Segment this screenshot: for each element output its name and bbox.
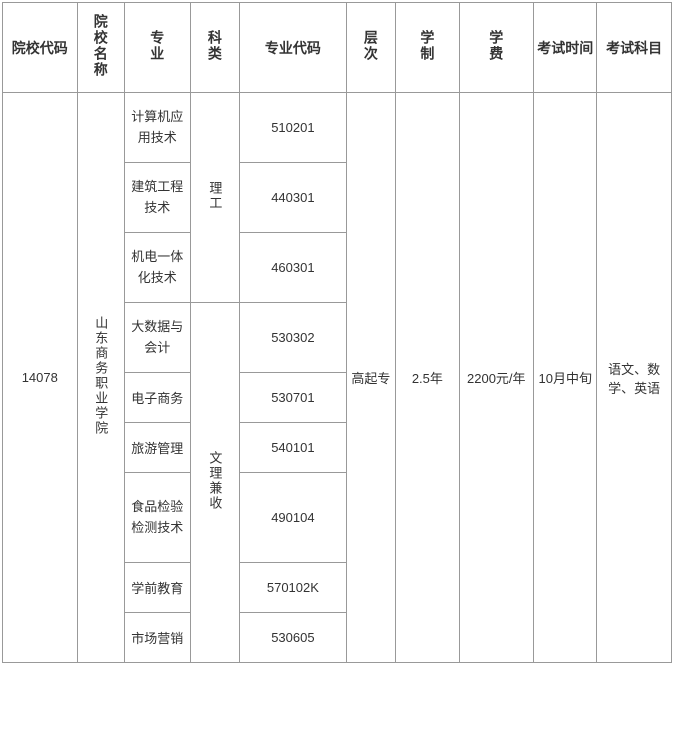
cell-school-code: 14078 <box>3 93 78 663</box>
cell-major: 市场营销 <box>125 613 191 663</box>
admission-table: 院校代码 院校名称 专业 科类 专业代码 层次 学制 学费 考试时间 考试科目 … <box>2 2 672 663</box>
cell-major-code: 540101 <box>240 423 346 473</box>
header-duration: 学制 <box>396 3 459 93</box>
cell-exam-subject: 语文、数学、英语 <box>597 93 672 663</box>
cell-category: 文理兼收 <box>190 303 240 663</box>
header-school-name: 院校名称 <box>77 3 124 93</box>
header-major: 专业 <box>125 3 191 93</box>
cell-exam-time: 10月中旬 <box>534 93 597 663</box>
header-category: 科类 <box>190 3 240 93</box>
header-school-code: 院校代码 <box>3 3 78 93</box>
cell-major-code: 490104 <box>240 473 346 563</box>
cell-major: 食品检验检测技术 <box>125 473 191 563</box>
cell-level: 高起专 <box>346 93 396 663</box>
cell-major: 建筑工程技术 <box>125 163 191 233</box>
cell-major-code: 530302 <box>240 303 346 373</box>
cell-major: 电子商务 <box>125 373 191 423</box>
header-major-code: 专业代码 <box>240 3 346 93</box>
header-level: 层次 <box>346 3 396 93</box>
cell-fee: 2200元/年 <box>459 93 534 663</box>
cell-category: 理工 <box>190 93 240 303</box>
cell-major: 大数据与会计 <box>125 303 191 373</box>
cell-major-code: 570102K <box>240 563 346 613</box>
cell-major-code: 530605 <box>240 613 346 663</box>
cell-major: 学前教育 <box>125 563 191 613</box>
cell-major: 旅游管理 <box>125 423 191 473</box>
header-fee: 学费 <box>459 3 534 93</box>
cell-duration: 2.5年 <box>396 93 459 663</box>
cell-major-code: 530701 <box>240 373 346 423</box>
header-exam-subject: 考试科目 <box>597 3 672 93</box>
header-row: 院校代码 院校名称 专业 科类 专业代码 层次 学制 学费 考试时间 考试科目 <box>3 3 672 93</box>
header-exam-time: 考试时间 <box>534 3 597 93</box>
cell-major-code: 460301 <box>240 233 346 303</box>
cell-major: 机电一体化技术 <box>125 233 191 303</box>
table-row: 14078 山东商务职业学院 计算机应用技术 理工 510201 高起专 2.5… <box>3 93 672 163</box>
cell-major-code: 440301 <box>240 163 346 233</box>
cell-school-name: 山东商务职业学院 <box>77 93 124 663</box>
cell-major-code: 510201 <box>240 93 346 163</box>
cell-major: 计算机应用技术 <box>125 93 191 163</box>
